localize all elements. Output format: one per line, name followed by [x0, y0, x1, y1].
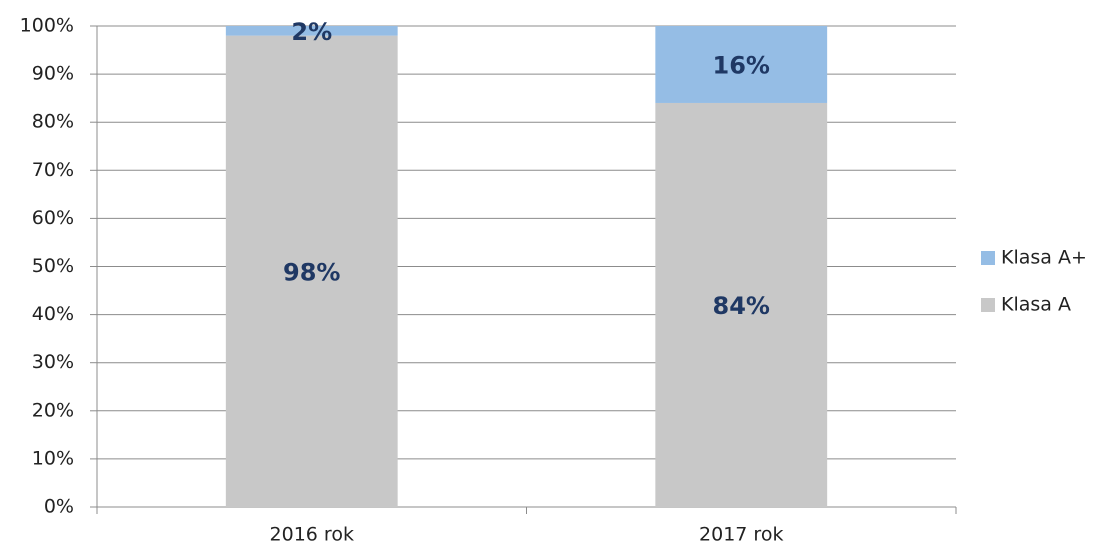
legend-swatch — [981, 251, 995, 265]
bar-segment — [225, 35, 398, 508]
x-tick-label: 2016 rok — [270, 524, 354, 546]
bar-segment — [655, 26, 828, 103]
y-tick-label: 60% — [32, 207, 74, 229]
legend-label: Klasa A — [1001, 294, 1071, 316]
legend-swatch — [981, 298, 995, 312]
data-label: 98% — [283, 258, 340, 286]
y-tick-label: 30% — [32, 351, 74, 373]
data-label: 16% — [713, 51, 770, 79]
y-tick-label: 50% — [32, 255, 74, 277]
y-tick-label: 90% — [32, 63, 74, 85]
data-label: 84% — [713, 292, 770, 320]
bar-segment — [225, 26, 398, 36]
y-tick-label: 100% — [20, 15, 74, 37]
data-label: 2% — [291, 18, 332, 46]
bar-segment — [655, 102, 828, 508]
y-tick-label: 10% — [32, 447, 74, 469]
y-tick-label: 20% — [32, 399, 74, 421]
y-tick-label: 0% — [44, 496, 74, 518]
legend-label: Klasa A+ — [1001, 247, 1087, 269]
y-tick-label: 70% — [32, 159, 74, 181]
x-tick-label: 2017 rok — [699, 524, 783, 546]
y-tick-label: 80% — [32, 111, 74, 133]
y-tick-label: 40% — [32, 303, 74, 325]
